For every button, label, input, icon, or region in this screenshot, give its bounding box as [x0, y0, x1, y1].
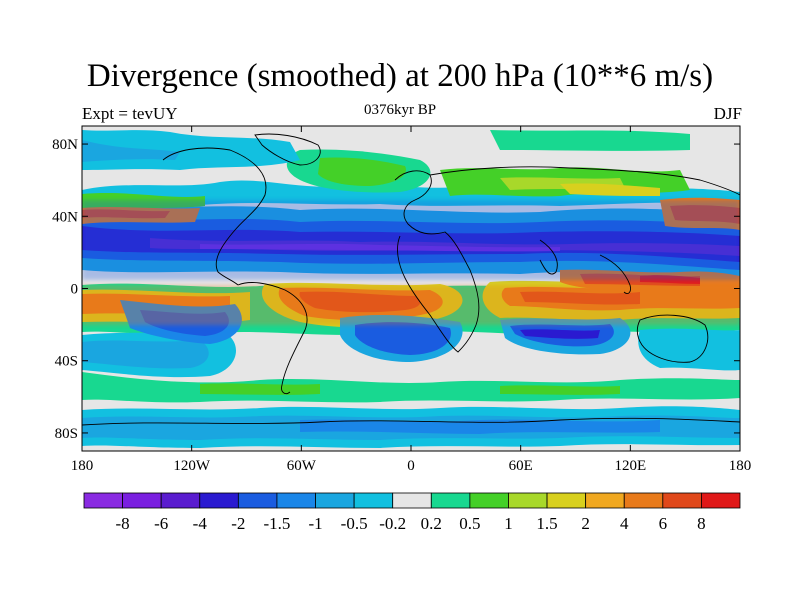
- lon-tick-label: 60W: [287, 458, 317, 474]
- colorbar-swatch: [353, 492, 394, 509]
- lon-tick-label: 60E: [509, 458, 533, 474]
- colorbar-swatch: [392, 492, 432, 509]
- colorbar-label: -2: [231, 514, 245, 533]
- colorbar-swatch: [276, 492, 316, 509]
- colorbar-label: -1: [308, 514, 322, 533]
- southern-highlat-bands: [82, 372, 740, 448]
- colorbar-swatch: [623, 492, 664, 509]
- colorbar-swatch: [701, 492, 741, 509]
- colorbar-swatch: [237, 492, 278, 509]
- colorbar: -8 -6 -4 -2 -1.5 -1 -0.5 -0.2 0.2 0.5 1 1.5 2 4 6 8: [83, 492, 741, 533]
- lon-tick-label: 120W: [173, 458, 211, 474]
- lon-tick-label: 120E: [614, 458, 646, 474]
- longitude-axis: 180 120W 60W 0 60E 120E 180: [71, 126, 752, 474]
- lat-tick-label: 80N: [52, 137, 78, 153]
- colorbar-label: 1: [504, 514, 513, 533]
- lat-tick-label: 80S: [55, 426, 78, 442]
- colorbar-swatch: [199, 492, 239, 509]
- colorbar-swatch: [662, 492, 702, 509]
- colorbar-label: -4: [193, 514, 208, 533]
- colorbar-swatch: [585, 492, 625, 509]
- latitude-axis: 80N 40N 0 40S 80S: [52, 137, 740, 442]
- colorbar-swatch: [546, 492, 587, 509]
- lat-tick-label: 40S: [55, 354, 78, 370]
- lat-tick-label: 0: [71, 282, 79, 298]
- colorbar-label: -0.2: [379, 514, 406, 533]
- colorbar-label: 8: [697, 514, 706, 533]
- colorbar-swatch: [430, 492, 471, 509]
- colorbar-swatch: [315, 492, 355, 509]
- lon-tick-label: 180: [729, 458, 752, 474]
- coastlines: [82, 133, 740, 426]
- colorbar-swatch: [508, 492, 548, 509]
- colorbar-swatch: [160, 492, 201, 509]
- colorbar-label: 4: [620, 514, 629, 533]
- experiment-label: Expt = tevUY: [82, 104, 178, 123]
- colorbar-swatch: [122, 492, 162, 509]
- lon-tick-label: 180: [71, 458, 94, 474]
- map-title: Divergence (smoothed) at 200 hPa (10**6 …: [86, 58, 714, 94]
- lat-tick-label: 40N: [52, 209, 78, 225]
- colorbar-label: 6: [659, 514, 668, 533]
- colorbar-label: -1.5: [263, 514, 290, 533]
- colorbar-label: -6: [154, 514, 168, 533]
- colorbar-label: -8: [116, 514, 130, 533]
- colorbar-label: 0.5: [459, 514, 480, 533]
- time-label: 0376kyr BP: [363, 102, 437, 118]
- colorbar-label: 0.2: [421, 514, 442, 533]
- lon-tick-label: 0: [407, 458, 415, 474]
- divergence-field: [82, 126, 740, 451]
- season-label: DJF: [713, 104, 742, 123]
- colorbar-label: -0.5: [341, 514, 368, 533]
- smoothing-overlay: [82, 200, 740, 325]
- colorbar-label: 1.5: [536, 514, 557, 533]
- colorbar-label: 2: [581, 514, 590, 533]
- colorbar-swatch: [469, 492, 509, 509]
- colorbar-swatch: [83, 492, 123, 509]
